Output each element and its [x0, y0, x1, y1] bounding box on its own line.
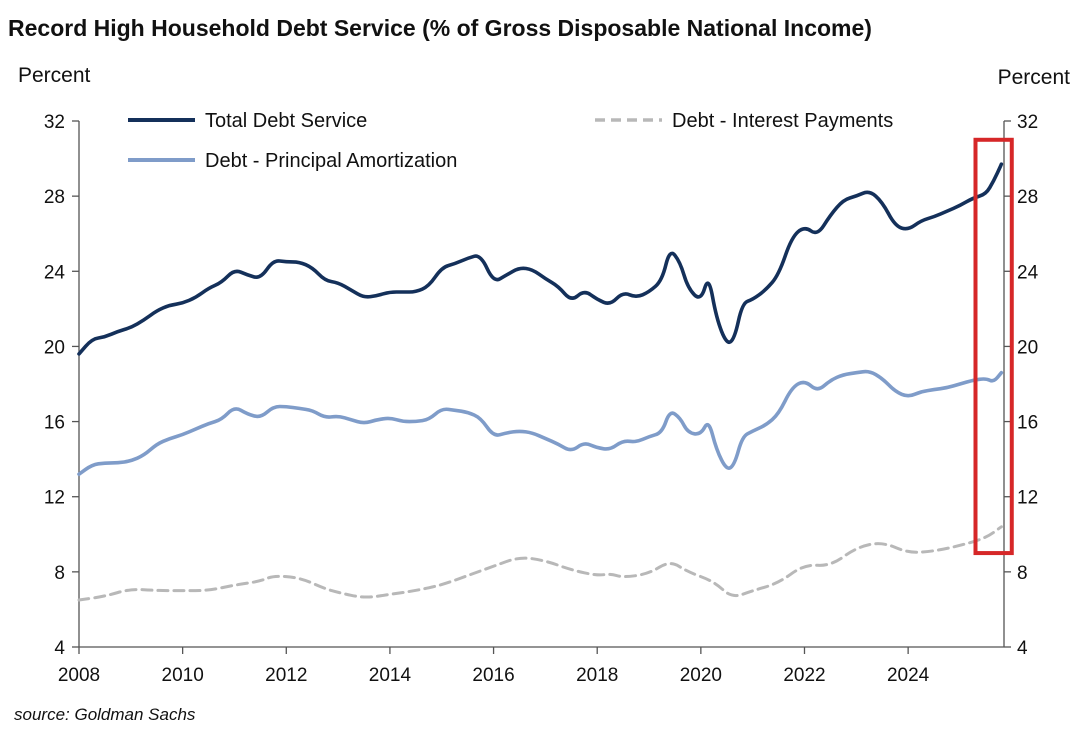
y-tick-label-left: 28 — [44, 187, 65, 208]
y-tick-label-right: 28 — [1017, 187, 1038, 208]
y-tick-label-left: 24 — [44, 262, 66, 283]
y-tick-label-right: 4 — [1017, 638, 1028, 659]
x-tick-label: 2008 — [58, 665, 100, 686]
legend-label-principal-amortization: Debt - Principal Amortization — [205, 150, 457, 172]
x-tick-label: 2022 — [783, 665, 825, 686]
y-tick-label-left: 12 — [44, 488, 65, 509]
x-tick-label: 2012 — [265, 665, 307, 686]
y-tick-label-right: 16 — [1017, 413, 1038, 434]
source-note: source: Goldman Sachs — [14, 705, 196, 724]
x-tick-label: 2024 — [887, 665, 930, 686]
chart-title: Record High Household Debt Service (% of… — [8, 15, 872, 41]
y-axis-label-right: Percent — [998, 66, 1071, 89]
x-ticks: 2008 2010 2012 2014 2016 2018 2020 2022 2024 — [58, 647, 930, 686]
legend: Total Debt Service Debt - Principal Amor… — [128, 110, 893, 172]
y-ticks: 4 4 8 8 12 12 16 16 20 20 24 24 28 28 32 32 — [44, 112, 1039, 659]
y-tick-label-left: 8 — [54, 563, 65, 584]
highlight-box — [973, 137, 1014, 556]
y-tick-label-right: 8 — [1017, 563, 1028, 584]
y-axis-label-left: Percent — [18, 64, 91, 87]
y-tick-label-left: 16 — [44, 413, 65, 434]
y-tick-label-right: 12 — [1017, 488, 1038, 509]
x-tick-label: 2014 — [369, 665, 412, 686]
x-tick-label: 2020 — [680, 665, 722, 686]
y-tick-label-right: 32 — [1017, 112, 1038, 133]
series-lines — [77, 162, 1004, 602]
y-tick-label-left: 32 — [44, 112, 65, 133]
y-tick-label-left: 4 — [54, 638, 65, 659]
series-line-interest-payments — [77, 525, 1003, 602]
x-tick-label: 2010 — [162, 665, 204, 686]
x-tick-label: 2018 — [576, 665, 618, 686]
y-tick-label-right: 20 — [1017, 337, 1038, 358]
legend-label-total-debt-service: Total Debt Service — [205, 110, 367, 132]
series-line-total-debt-service — [77, 162, 1004, 356]
y-tick-label-left: 20 — [44, 337, 65, 358]
legend-label-interest-payments: Debt - Interest Payments — [672, 110, 893, 132]
x-tick-label: 2016 — [472, 665, 514, 686]
y-tick-label-right: 24 — [1017, 262, 1039, 283]
series-line-principal-amortization — [77, 369, 1004, 476]
